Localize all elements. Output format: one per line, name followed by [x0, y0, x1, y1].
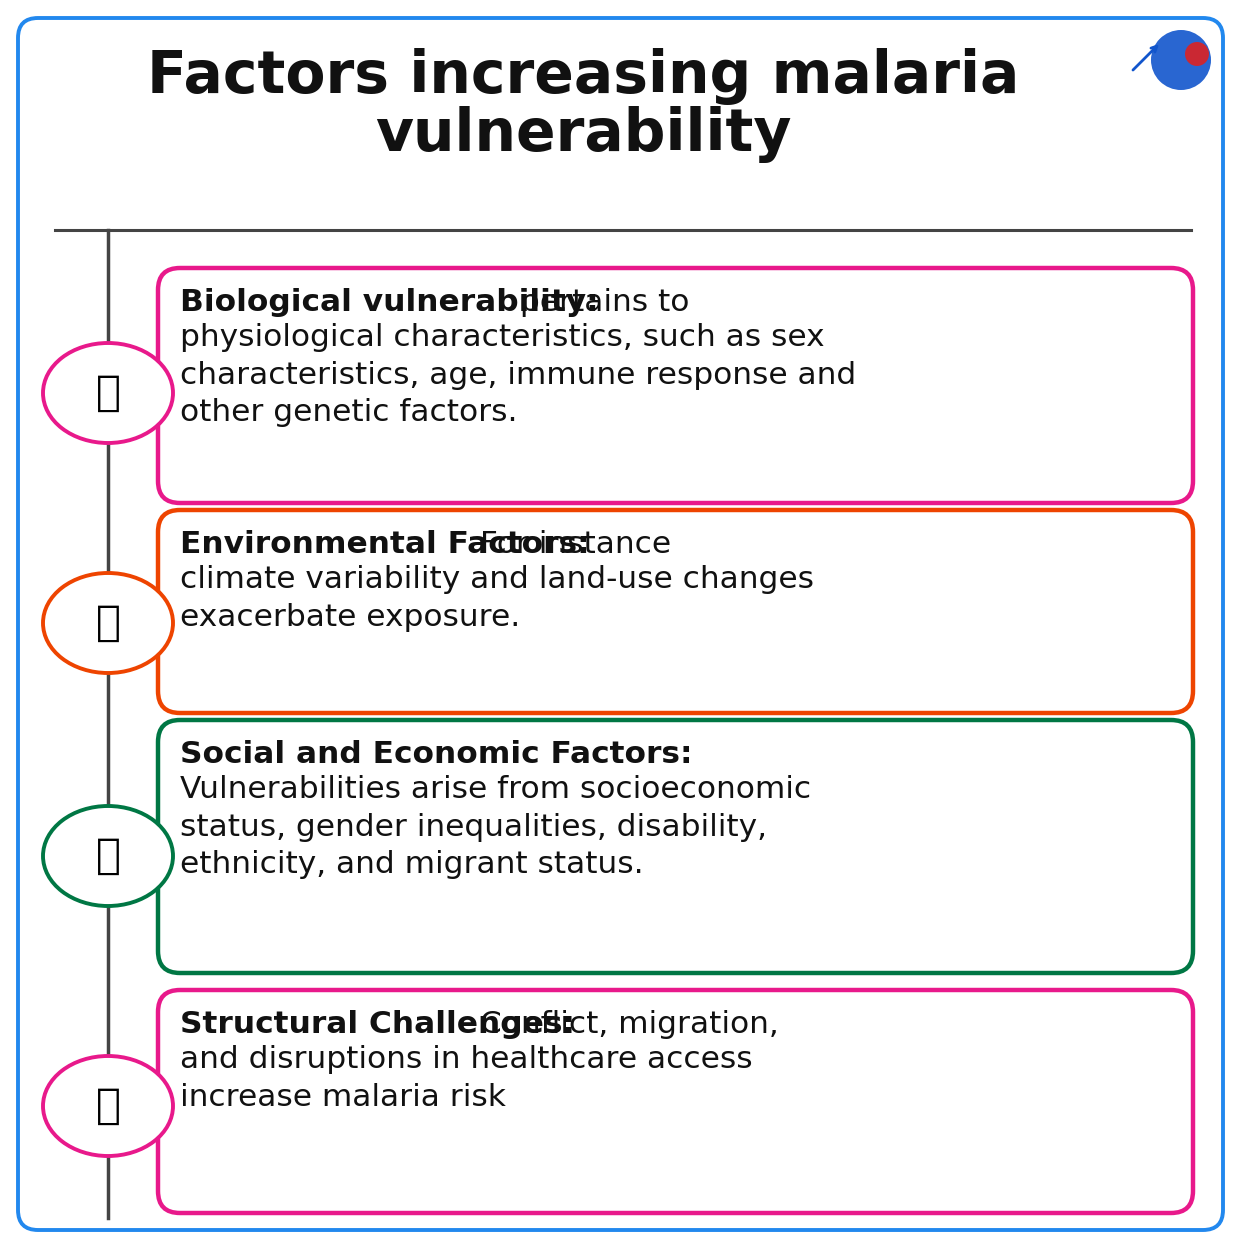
Ellipse shape: [43, 806, 172, 906]
Text: For instance: For instance: [470, 530, 671, 559]
Text: Vulnerabilities arise from socioeconomic
status, gender inequalities, disability: Vulnerabilities arise from socioeconomic…: [180, 775, 812, 880]
Text: physiological characteristics, such as sex
characteristics, age, immune response: physiological characteristics, such as s…: [180, 323, 856, 428]
Text: 🔬: 🔬: [96, 372, 120, 414]
Text: pertains to: pertains to: [510, 288, 689, 317]
Text: climate variability and land-use changes
exacerbate exposure.: climate variability and land-use changes…: [180, 565, 814, 631]
Circle shape: [1185, 42, 1209, 66]
Text: 🏗: 🏗: [96, 1085, 120, 1127]
Text: vulnerability: vulnerability: [375, 106, 792, 163]
Ellipse shape: [43, 573, 172, 673]
Text: 🌍: 🌍: [96, 602, 120, 644]
FancyBboxPatch shape: [158, 990, 1193, 1213]
Text: Structural Challenges:: Structural Challenges:: [180, 1010, 575, 1040]
Text: Biological vulnerability:: Biological vulnerability:: [180, 288, 598, 317]
Text: Conflict, migration,: Conflict, migration,: [470, 1010, 779, 1040]
Ellipse shape: [43, 1056, 172, 1156]
Text: 📲: 📲: [96, 835, 120, 877]
Text: Social and Economic Factors:: Social and Economic Factors:: [180, 740, 692, 769]
Text: Factors increasing malaria: Factors increasing malaria: [148, 47, 1019, 105]
Circle shape: [1150, 30, 1211, 90]
FancyBboxPatch shape: [158, 268, 1193, 503]
Text: Environmental Factors:: Environmental Factors:: [180, 530, 589, 559]
Text: and disruptions in healthcare access
increase malaria risk: and disruptions in healthcare access inc…: [180, 1045, 752, 1112]
FancyBboxPatch shape: [158, 720, 1193, 973]
FancyBboxPatch shape: [158, 510, 1193, 713]
Ellipse shape: [43, 343, 172, 443]
